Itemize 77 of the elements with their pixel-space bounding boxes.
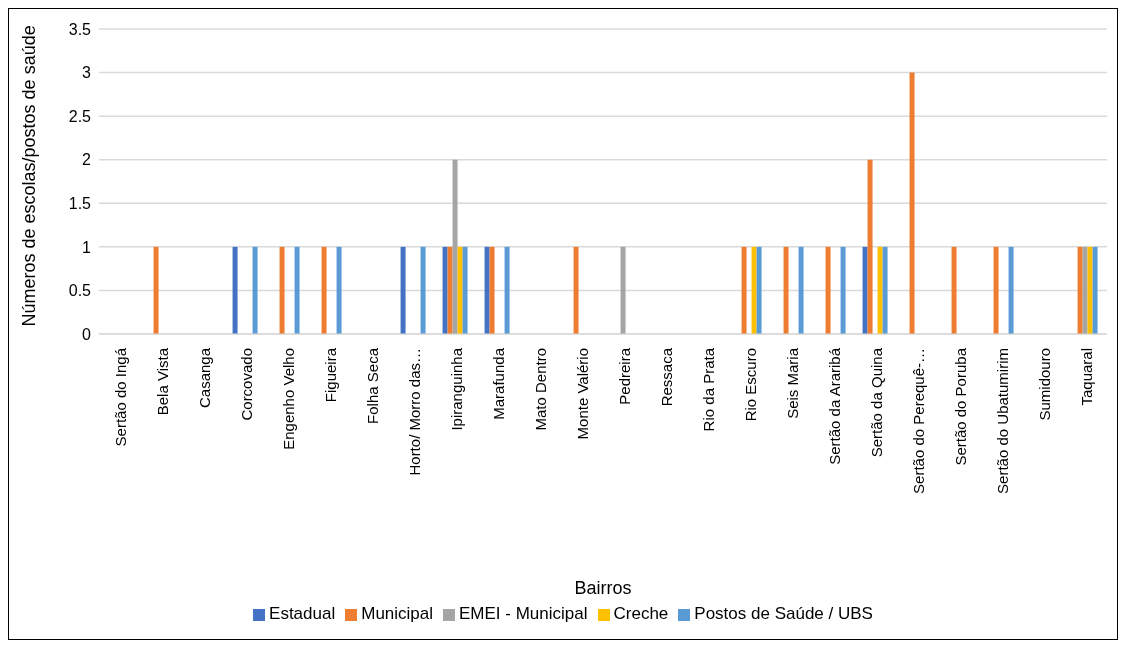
x-tick-label: Sertão da Quina: [867, 347, 885, 458]
legend-label: Postos de Saúde / UBS: [694, 604, 873, 623]
x-tick-label: Rio Escuro: [741, 348, 759, 422]
bar: [620, 246, 626, 334]
x-tick-label: Casanga: [195, 347, 213, 409]
y-tick-label: 3.5: [68, 20, 92, 38]
y-tick-label: 1.5: [68, 194, 92, 212]
x-tick-label: Taquaral: [1077, 348, 1095, 406]
bar: [741, 246, 747, 334]
bar: [867, 159, 873, 334]
x-tick-label: Horto/ Morro das…: [405, 348, 423, 476]
x-tick-label: Pedreira: [615, 347, 633, 405]
y-tick-label: 2.5: [68, 107, 92, 125]
bar: [294, 246, 300, 334]
bar: [504, 246, 510, 334]
bar: [279, 246, 285, 334]
bar: [420, 246, 426, 334]
bar: [452, 159, 458, 334]
x-tick-label: Ipiranguinha: [447, 347, 465, 431]
bar: [232, 246, 238, 334]
x-tick-label: Engenho Velho: [279, 348, 297, 450]
bar: [1082, 246, 1088, 334]
x-tick-label: Sertão do Poruba: [951, 347, 969, 466]
bar: [252, 246, 258, 334]
x-tick-label: Mato Dentro: [531, 348, 549, 431]
bar: [336, 246, 342, 334]
x-tick-label: Folha Seca: [363, 347, 381, 424]
x-tick-label: Sertão do Perequê-…: [909, 348, 927, 494]
y-tick-label: 2: [82, 151, 92, 169]
x-tick-label: Rio da Prata: [699, 347, 717, 432]
bar: [798, 246, 804, 334]
bar: [993, 246, 999, 334]
x-tick-label: Corcovado: [237, 348, 255, 421]
x-tick-label: Ressaca: [657, 347, 675, 407]
bar: [321, 246, 327, 334]
bar: [877, 246, 883, 334]
x-tick-label: Bela Vista: [153, 347, 171, 416]
bar: [442, 246, 448, 334]
bar: [909, 72, 915, 334]
x-tick-label: Sertão do Ubatumirim: [993, 348, 1011, 494]
bar: [484, 246, 490, 334]
bar: [573, 246, 579, 334]
legend-label: EMEI - Municipal: [459, 604, 588, 623]
bar: [882, 246, 888, 334]
bar: [825, 246, 831, 334]
x-tick-label: Seis Maria: [783, 347, 801, 419]
legend-label: Estadual: [269, 604, 336, 623]
bar: [457, 246, 463, 334]
y-tick-label: 0.5: [68, 282, 92, 300]
x-axis-title: Bairros: [574, 578, 632, 598]
x-tick-label: Sumidouro: [1035, 348, 1053, 421]
bar: [1008, 246, 1014, 334]
x-tick-label: Monte Valério: [573, 348, 591, 440]
bar: [1092, 246, 1098, 334]
bar: [751, 246, 757, 334]
x-tick-label: Sertão do Ingá: [111, 347, 129, 447]
y-tick-label: 3: [82, 64, 92, 82]
bar: [840, 246, 846, 334]
bar: [1087, 246, 1093, 334]
bar: [756, 246, 762, 334]
y-tick-label: 0: [82, 325, 92, 343]
bar: [447, 246, 453, 334]
legend-label: Creche: [613, 604, 669, 623]
bar: [489, 246, 495, 334]
bar: [400, 246, 406, 334]
x-tick-label: Sertão da Araribá: [825, 347, 843, 465]
bar: [951, 246, 957, 334]
bar: [462, 246, 468, 334]
x-tick-label: Marafunda: [489, 347, 507, 420]
legend-label: Municipal: [361, 604, 434, 623]
y-tick-label: 1: [82, 238, 92, 256]
bar: [1077, 246, 1083, 334]
y-axis-title: Números de escolas/postos de saúde: [19, 25, 40, 327]
bar: [153, 246, 159, 334]
x-tick-label: Figueira: [321, 347, 339, 403]
bar: [862, 246, 868, 334]
bar: [783, 246, 789, 334]
